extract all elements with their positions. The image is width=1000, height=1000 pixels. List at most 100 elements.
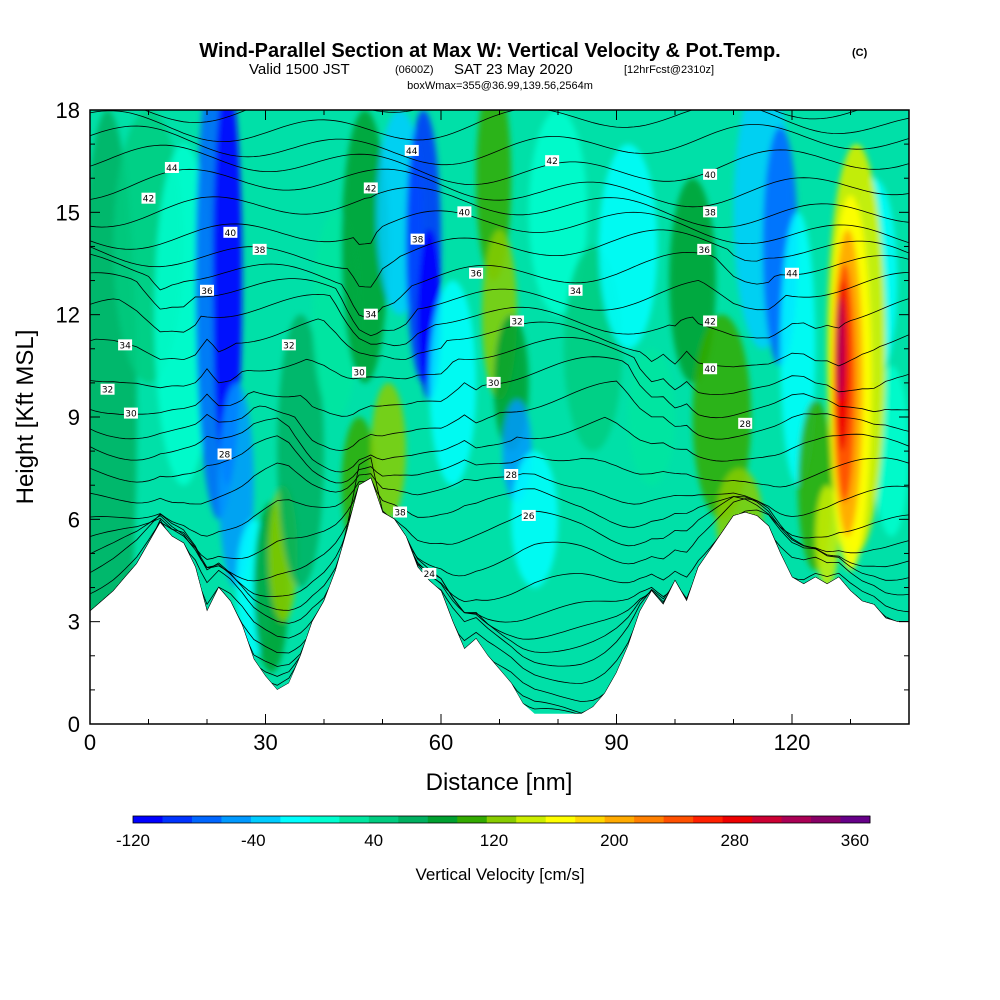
svg-text:42: 42 <box>546 157 557 167</box>
svg-text:12: 12 <box>56 303 80 328</box>
y-tick: 6 <box>68 507 909 532</box>
contour-label: 38 <box>252 243 267 256</box>
svg-text:44: 44 <box>406 147 418 157</box>
x-tick: 90 <box>604 110 629 755</box>
svg-text:38: 38 <box>704 208 716 218</box>
svg-text:28: 28 <box>219 451 231 461</box>
isentrope-line <box>90 380 909 452</box>
colorbar-tick-label: -120 <box>116 831 150 850</box>
updraft-core <box>837 297 845 400</box>
svg-text:6: 6 <box>68 507 80 532</box>
svg-text:90: 90 <box>604 730 628 755</box>
copyright-mark: (C) <box>852 47 868 59</box>
contour-labels: 44 42 40 38 36 34 32 30 28 24 44 42 40 38 36 34 32 30 28 26… <box>100 144 799 580</box>
contour-label: 34 <box>363 308 378 321</box>
contour-label: 34 <box>118 339 133 351</box>
svg-text:32: 32 <box>102 386 113 396</box>
contour-label: 42 <box>703 315 718 327</box>
x-tick: 60 <box>429 110 453 755</box>
y-tick: 3 <box>68 610 909 635</box>
svg-text:30: 30 <box>353 369 365 379</box>
svg-text:40: 40 <box>704 365 716 375</box>
contour-label: 44 <box>404 144 419 157</box>
colorbar-tick-label: 280 <box>720 831 748 850</box>
valid-utc: (0600Z) <box>395 64 434 76</box>
svg-text:32: 32 <box>511 317 522 327</box>
velocity-cell <box>528 110 588 315</box>
isentrope-line <box>90 318 909 368</box>
contour-label: 32 <box>100 383 115 396</box>
colorbar-label: Vertical Velocity [cm/s] <box>415 865 584 884</box>
y-tick: 12 <box>56 303 909 328</box>
colorbar-swatch <box>663 816 694 823</box>
svg-text:40: 40 <box>704 171 716 181</box>
contour-label: 28 <box>217 448 232 461</box>
isentrope-line <box>90 477 909 603</box>
contour-label: 42 <box>363 182 378 194</box>
contour-label: 44 <box>164 161 179 174</box>
svg-text:30: 30 <box>125 410 137 420</box>
isentrope-line <box>90 251 909 320</box>
contour-label: 32 <box>510 315 525 327</box>
colorbar-swatch <box>752 816 783 823</box>
isentrope-line <box>90 144 909 186</box>
isentrope-line <box>90 168 909 208</box>
svg-text:30: 30 <box>488 379 500 389</box>
colorbar-tick-label: -40 <box>241 831 266 850</box>
contour-label: 28 <box>504 468 519 481</box>
svg-text:26: 26 <box>523 512 535 522</box>
svg-text:0: 0 <box>84 730 96 755</box>
contour-label: 42 <box>141 192 156 205</box>
svg-text:42: 42 <box>365 184 376 194</box>
colorbar-ticks: -120 -40 40 120 200 280 360 <box>116 831 869 850</box>
svg-text:24: 24 <box>424 570 436 580</box>
colorbar-swatch <box>309 816 340 823</box>
contour-label: 38 <box>703 206 718 218</box>
colorbar-swatch <box>250 816 281 823</box>
svg-text:42: 42 <box>143 195 154 205</box>
x-tick: 30 <box>253 110 278 755</box>
svg-text:0: 0 <box>68 712 80 737</box>
svg-text:38: 38 <box>254 246 266 256</box>
x-tick: 0 <box>84 110 96 755</box>
svg-text:28: 28 <box>739 420 751 430</box>
y-tick: 0 <box>68 712 909 737</box>
contour-label: 34 <box>568 284 583 297</box>
colorbar-swatch <box>133 816 163 823</box>
colorbar-swatch <box>280 816 311 823</box>
x-tick: 120 <box>774 110 811 755</box>
colorbar-swatch <box>368 816 399 823</box>
isentrope-line <box>90 477 909 582</box>
isentrope-line <box>143 110 860 124</box>
contour-label: 30 <box>486 376 501 389</box>
y-tick: 15 <box>56 200 909 225</box>
y-tick: 9 <box>68 405 909 430</box>
isentrope-line <box>90 477 909 539</box>
svg-text:30: 30 <box>253 730 277 755</box>
svg-text:18: 18 <box>56 98 80 123</box>
contour-label: 40 <box>457 206 472 218</box>
svg-text:60: 60 <box>429 730 453 755</box>
isentrope-line <box>90 124 909 166</box>
svg-text:120: 120 <box>774 730 811 755</box>
colorbar-swatch <box>575 816 606 823</box>
colorbar-frame <box>132 815 871 824</box>
y-axis-label: Height [Kft MSL] <box>12 330 39 505</box>
colorbar-swatch <box>516 816 547 823</box>
contour-label: 30 <box>352 366 367 379</box>
isentrope-line <box>90 462 909 517</box>
svg-text:36: 36 <box>470 270 482 280</box>
colorbar-swatch <box>781 816 812 823</box>
velocity-cell <box>277 314 324 588</box>
contour-label: 32 <box>281 339 296 351</box>
colorbar-swatch <box>604 816 635 823</box>
chart-title: Wind-Parallel Section at Max W: Vertical… <box>199 40 780 62</box>
colorbar-swatch <box>811 816 842 823</box>
contour-label: 30 <box>123 407 138 420</box>
velocity-cell <box>669 178 716 383</box>
box-info: boxWmax=355@36.99,139.56,2564m <box>407 80 593 92</box>
contour-label: 40 <box>703 363 718 375</box>
isentrope-line <box>90 186 909 228</box>
isentrope-line <box>90 416 909 473</box>
